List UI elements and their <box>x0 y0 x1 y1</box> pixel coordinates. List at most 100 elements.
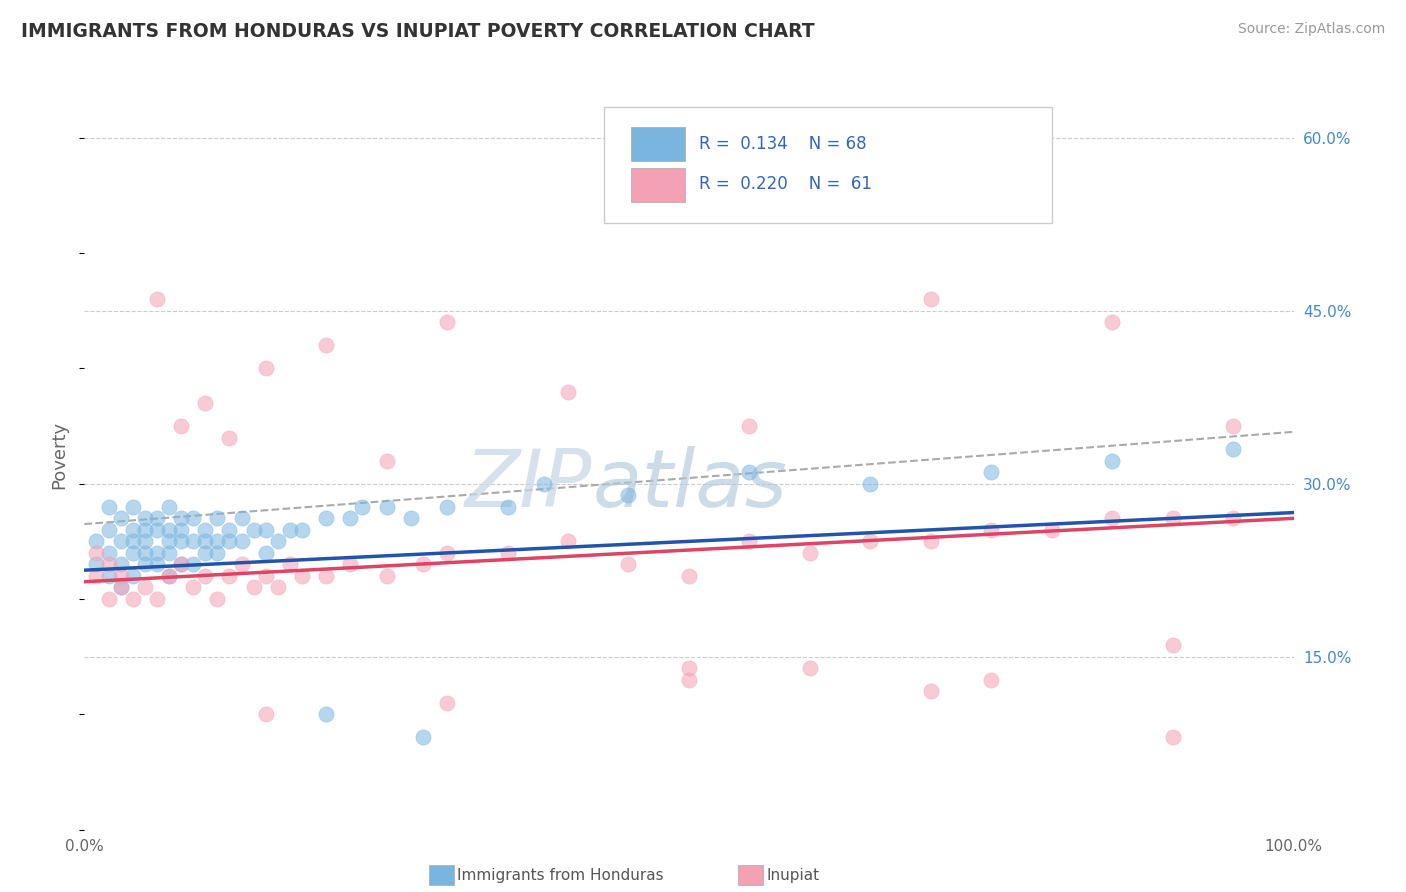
Point <box>254 523 277 537</box>
Point <box>412 558 434 572</box>
Point <box>181 558 204 572</box>
Point <box>134 511 156 525</box>
Point <box>1101 511 1123 525</box>
Point <box>291 523 314 537</box>
Point <box>315 569 337 583</box>
Point <box>1222 511 1244 525</box>
Point <box>86 569 108 583</box>
Point <box>134 534 156 549</box>
Point <box>170 511 193 525</box>
Point <box>1161 731 1184 745</box>
Point <box>146 511 169 525</box>
Point <box>339 558 361 572</box>
Point <box>859 534 882 549</box>
Point <box>194 396 217 410</box>
Text: Inupiat: Inupiat <box>766 868 820 882</box>
Point <box>157 546 180 560</box>
Point <box>97 592 120 607</box>
Point <box>134 523 156 537</box>
Point <box>97 500 120 514</box>
Point <box>110 581 132 595</box>
Point <box>242 523 264 537</box>
Point <box>254 546 277 560</box>
Point <box>678 673 700 687</box>
Point <box>980 673 1002 687</box>
Point <box>218 569 240 583</box>
Point <box>231 558 253 572</box>
Point <box>678 661 700 675</box>
Point <box>207 546 229 560</box>
Point <box>110 558 132 572</box>
Point <box>181 511 204 525</box>
Point <box>412 731 434 745</box>
Point <box>980 523 1002 537</box>
Point <box>218 431 240 445</box>
Point <box>110 534 132 549</box>
Point <box>436 315 458 329</box>
Point <box>231 511 253 525</box>
Point <box>194 569 217 583</box>
Point <box>146 546 169 560</box>
Point <box>157 534 180 549</box>
Point <box>157 523 180 537</box>
FancyBboxPatch shape <box>605 106 1052 223</box>
Point <box>496 500 519 514</box>
FancyBboxPatch shape <box>631 168 685 202</box>
Point <box>315 707 337 722</box>
Point <box>533 476 555 491</box>
Point <box>194 534 217 549</box>
Point <box>121 592 143 607</box>
Point <box>678 569 700 583</box>
Point <box>920 684 942 698</box>
Point <box>352 500 374 514</box>
Point <box>799 661 821 675</box>
Point <box>859 476 882 491</box>
Point <box>181 534 204 549</box>
Point <box>278 523 301 537</box>
Point <box>980 465 1002 479</box>
Point <box>121 523 143 537</box>
Point <box>207 592 229 607</box>
Point <box>134 546 156 560</box>
Point <box>557 384 579 399</box>
Point <box>121 569 143 583</box>
Text: Source: ZipAtlas.com: Source: ZipAtlas.com <box>1237 22 1385 37</box>
Point <box>134 581 156 595</box>
Point <box>375 453 398 467</box>
Point <box>157 569 180 583</box>
Point <box>110 569 132 583</box>
Point <box>218 534 240 549</box>
Point <box>557 534 579 549</box>
Point <box>242 581 264 595</box>
Point <box>617 488 640 502</box>
Point <box>315 511 337 525</box>
Point <box>146 592 169 607</box>
Point <box>170 558 193 572</box>
Point <box>254 707 277 722</box>
Point <box>170 523 193 537</box>
Point <box>738 465 761 479</box>
Point <box>170 558 193 572</box>
Point <box>920 534 942 549</box>
Point <box>339 511 361 525</box>
Point <box>170 419 193 434</box>
Point <box>375 569 398 583</box>
Point <box>194 523 217 537</box>
Point <box>157 500 180 514</box>
Point <box>207 511 229 525</box>
Text: Immigrants from Honduras: Immigrants from Honduras <box>457 868 664 882</box>
Point <box>194 546 217 560</box>
Text: ZIP: ZIP <box>465 446 592 524</box>
Y-axis label: Poverty: Poverty <box>51 421 69 489</box>
Point <box>134 558 156 572</box>
Point <box>121 500 143 514</box>
Point <box>436 500 458 514</box>
Point <box>399 511 422 525</box>
Point <box>157 569 180 583</box>
Point <box>207 534 229 549</box>
Point <box>267 581 290 595</box>
FancyBboxPatch shape <box>631 128 685 161</box>
Point <box>496 546 519 560</box>
Point <box>86 546 108 560</box>
Point <box>1222 442 1244 457</box>
